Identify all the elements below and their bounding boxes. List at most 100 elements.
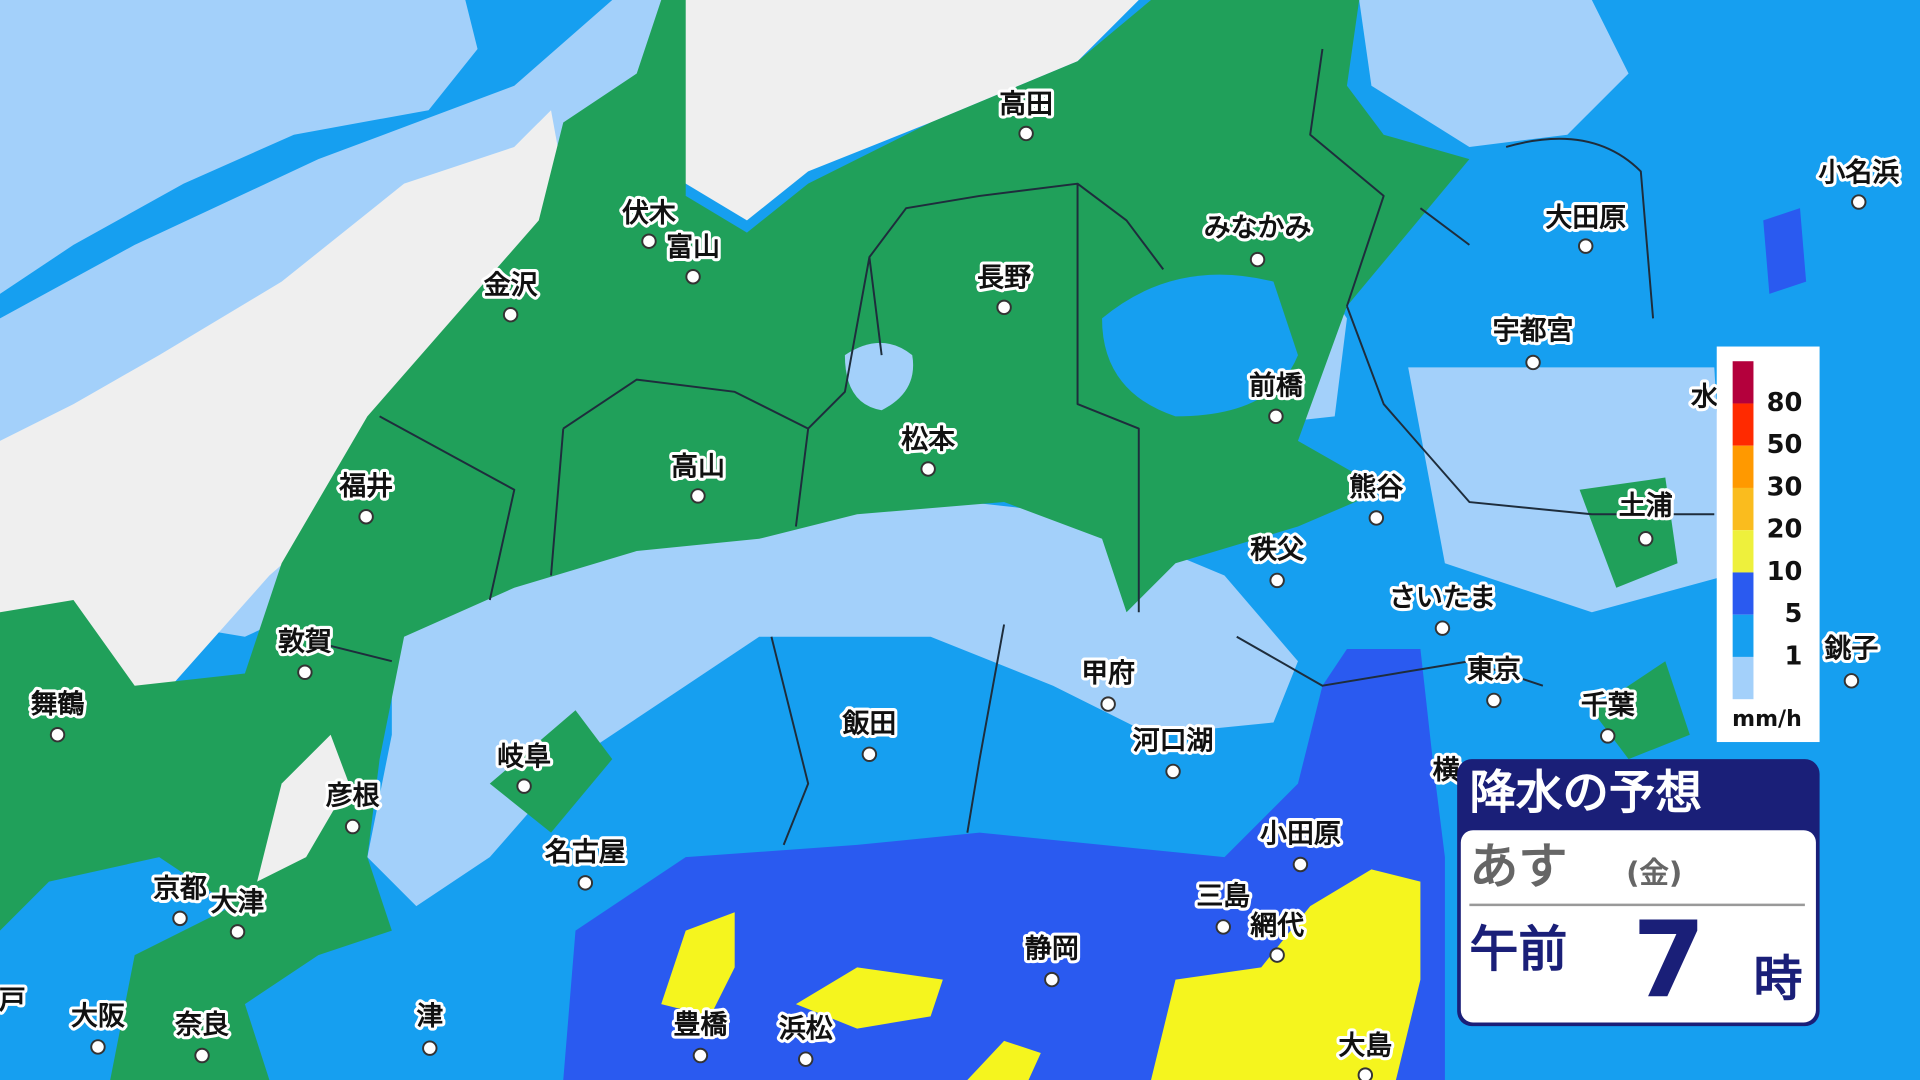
- city-dot: [1600, 728, 1616, 744]
- legend-swatch: [1732, 403, 1754, 446]
- city-dot: [641, 233, 657, 249]
- city-dot: [1268, 408, 1284, 425]
- city-label: 千葉: [1581, 690, 1636, 721]
- city-dot: [577, 875, 594, 891]
- city-dot: [1044, 971, 1060, 988]
- city-label: 秩父: [1250, 535, 1304, 566]
- city-dot: [692, 1047, 709, 1064]
- city-label: 小田原: [1260, 819, 1341, 850]
- legend: 80 50 30 20 10 5 1: [1732, 361, 1803, 700]
- dry-sea: [0, 110, 576, 723]
- city-dot: [344, 818, 361, 835]
- city-label: 甲府: [1081, 658, 1135, 689]
- city-dot: [1434, 620, 1451, 636]
- legend-label: 50: [1767, 430, 1803, 460]
- city-label: 名古屋: [545, 836, 626, 868]
- legend-label: 20: [1767, 515, 1803, 545]
- heavy-rain-area: [661, 912, 735, 1017]
- city-label: 浜松: [779, 1013, 833, 1044]
- city-label: 高田: [999, 89, 1053, 120]
- city-label: 京都: [153, 874, 207, 905]
- city-label: 富山: [666, 232, 720, 263]
- city-dot: [861, 746, 878, 762]
- city-label: 金沢: [484, 270, 539, 301]
- legend-label: 1: [1785, 641, 1803, 671]
- city-label: 松本: [901, 424, 956, 455]
- city-label: 彦根: [326, 781, 380, 812]
- light-rain-area: [844, 342, 914, 411]
- dry-sea: [661, 0, 1139, 221]
- city-dot: [297, 664, 313, 680]
- city-label: 網代: [1249, 910, 1304, 941]
- city-dot: [1018, 125, 1034, 142]
- city-label: さいたま: [1389, 582, 1496, 613]
- city-dot: [1578, 238, 1594, 254]
- dry-land: [1591, 661, 1690, 760]
- city-label: 戸: [0, 985, 26, 1016]
- city-dot: [798, 1051, 814, 1067]
- city-dot: [685, 269, 701, 285]
- city-dot: [920, 461, 936, 477]
- city-label: 水: [1690, 381, 1719, 412]
- city-dot: [1486, 692, 1502, 709]
- city-dot: [49, 726, 66, 743]
- city-dot: [90, 1039, 106, 1055]
- city-label: 東京: [1467, 655, 1521, 686]
- city-label: 土浦: [1619, 489, 1673, 521]
- city-dot: [172, 910, 188, 927]
- city-dot: [996, 299, 1012, 316]
- city-dot: [502, 306, 519, 323]
- city-dot: [1100, 696, 1116, 712]
- legend-swatch: [1732, 445, 1754, 488]
- legend-swatch: [1732, 656, 1754, 700]
- city-dot: [229, 924, 246, 940]
- city-label: 熊谷: [1349, 472, 1403, 503]
- lake: [257, 734, 349, 882]
- city-label: 大田原: [1545, 203, 1626, 234]
- city-label: 福井: [338, 471, 393, 502]
- city-label: 宇都宮: [1493, 315, 1574, 346]
- light-rain-area: [0, 0, 478, 294]
- panel-body: [1460, 830, 1816, 1023]
- city-dot: [690, 488, 706, 504]
- city-dot: [1638, 531, 1654, 547]
- panel-hour: 7: [1632, 898, 1705, 1021]
- city-label: 前橋: [1249, 369, 1304, 401]
- city-dot: [1249, 251, 1266, 268]
- city-dot: [1215, 919, 1231, 935]
- heavy-rain-area: [795, 967, 943, 1029]
- city-label: 小名浜: [1818, 156, 1899, 188]
- city-label: 豊橋: [673, 1010, 728, 1041]
- city-label: 津: [416, 1001, 443, 1032]
- light-rain-area: [367, 489, 1298, 907]
- panel-period: 午前: [1469, 921, 1567, 978]
- city-label: 静岡: [1025, 934, 1079, 965]
- legend-swatch: [1732, 530, 1754, 573]
- moderate-rain-area: [563, 648, 1445, 1080]
- city-dot: [422, 1040, 438, 1056]
- city-label: 高山: [671, 451, 725, 482]
- dry-land: [1579, 477, 1678, 588]
- city-dot: [1843, 673, 1860, 689]
- city-label: 岐阜: [497, 741, 551, 772]
- legend-label: 80: [1767, 388, 1803, 418]
- dry-land: [0, 0, 1470, 1080]
- heavy-rain-area: [1151, 869, 1421, 1080]
- city-label: 伏木: [622, 198, 676, 229]
- city-label: 飯田: [841, 707, 896, 739]
- city-dot: [1269, 572, 1285, 589]
- legend-swatch: [1732, 487, 1754, 531]
- city-label: 三島: [1196, 881, 1250, 912]
- city-label: みなかみ: [1204, 212, 1312, 243]
- city-dot: [1851, 194, 1867, 210]
- rain-1mm-area: [1102, 274, 1298, 417]
- legend-unit: mm/h: [1732, 707, 1802, 732]
- prefecture-border: [293, 48, 1715, 846]
- panel-weekday: (金): [1626, 856, 1682, 890]
- light-rain-area: [1359, 0, 1629, 147]
- heavy-rain-area: [967, 1040, 1041, 1080]
- city-dot: [1357, 1067, 1374, 1080]
